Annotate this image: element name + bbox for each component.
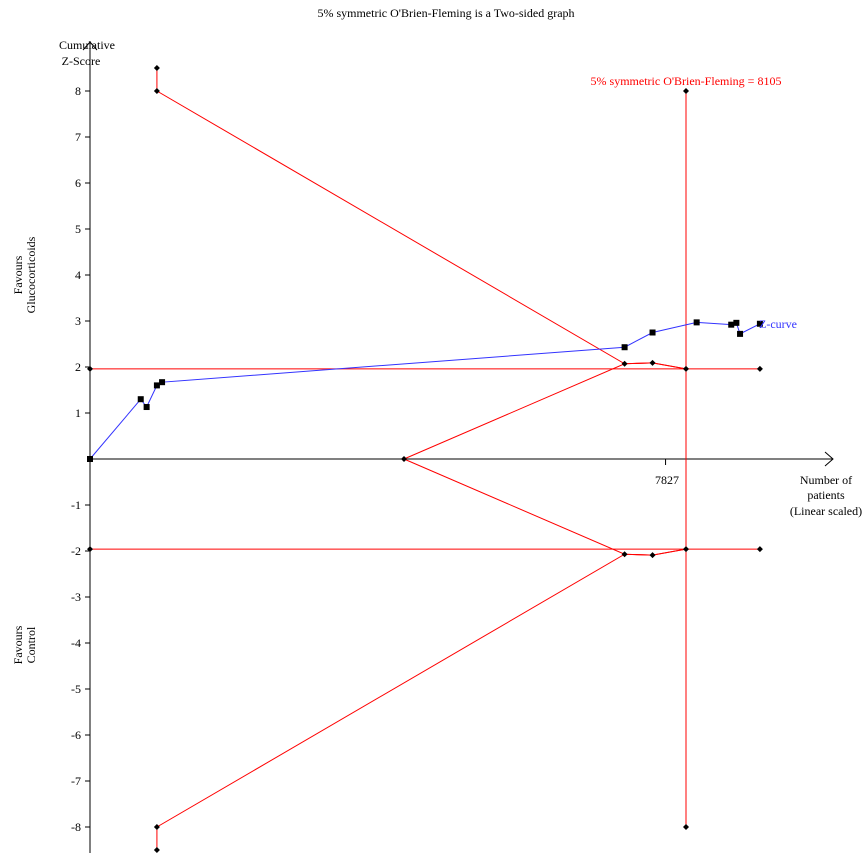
conventional-boundary-point bbox=[756, 546, 763, 553]
y-tick-label: -7 bbox=[71, 774, 81, 788]
y-tick-label: 8 bbox=[75, 84, 81, 98]
y-axis-title-line2: Z-Score bbox=[62, 54, 101, 68]
axes bbox=[82, 41, 834, 853]
z-curve-point bbox=[143, 404, 150, 411]
conventional-boundary-point bbox=[87, 546, 93, 553]
upper-boundary-point bbox=[153, 65, 160, 71]
favours-top-label: Favours Glucocorticoids bbox=[11, 236, 38, 313]
x-axis-title-line1: Number of bbox=[800, 473, 852, 487]
favours-bottom-line2: Control bbox=[24, 626, 38, 663]
conventional-boundary-point bbox=[756, 365, 763, 372]
z-curve-point bbox=[137, 396, 144, 403]
z-curve-point bbox=[756, 320, 763, 327]
y-tick-label: 1 bbox=[75, 406, 81, 420]
z-curve-label: Z-curve bbox=[759, 317, 797, 331]
monitoring-boundaries bbox=[87, 65, 763, 853]
chart-title: 5% symmetric O'Brien-Fleming is a Two-si… bbox=[317, 6, 574, 20]
z-curve-line bbox=[89, 321, 761, 460]
y-tick-label: -1 bbox=[71, 498, 81, 512]
x-axis-title-line3: (Linear scaled) bbox=[790, 504, 862, 518]
y-tick-label: -5 bbox=[71, 682, 81, 696]
upper-boundary-point bbox=[649, 359, 656, 366]
favours-bottom-label: Favours Control bbox=[11, 625, 38, 664]
ris-line-end bbox=[683, 88, 689, 94]
upper-boundary-point bbox=[621, 360, 628, 367]
x-tick-label: 7827 bbox=[655, 473, 679, 487]
lower-boundary-point bbox=[683, 546, 689, 553]
upper-monitoring-boundary bbox=[156, 68, 687, 370]
lower-boundary-point bbox=[153, 847, 160, 853]
upper-boundary-point bbox=[683, 365, 689, 372]
z-curve-point bbox=[693, 319, 700, 326]
z-curve-point bbox=[649, 329, 656, 336]
z-curve-group bbox=[87, 319, 763, 462]
y-tick-label: 6 bbox=[75, 176, 81, 190]
z-curve-point bbox=[728, 321, 735, 328]
z-curve-point bbox=[87, 456, 93, 462]
futility-boundary-upper bbox=[403, 362, 687, 460]
conventional-boundary-point bbox=[87, 365, 93, 372]
y-tick-label: -4 bbox=[71, 636, 81, 650]
y-ticks: -8 -7 -6 -5 -4 -3 -2 -1 1 2 3 4 5 6 7 8 bbox=[71, 84, 90, 834]
y-tick-label: 7 bbox=[75, 130, 81, 144]
y-tick-label: 2 bbox=[75, 360, 81, 374]
z-curve-point bbox=[159, 379, 166, 386]
favours-top-line1: Favours bbox=[11, 255, 25, 294]
z-curve-point bbox=[153, 382, 160, 389]
ris-line-end bbox=[683, 824, 689, 830]
x-axis-arrow bbox=[824, 451, 834, 467]
z-curve-point bbox=[733, 319, 740, 326]
y-tick-label: 5 bbox=[75, 222, 81, 236]
lower-monitoring-boundary bbox=[156, 548, 687, 850]
lower-boundary-point bbox=[153, 824, 160, 830]
favours-bottom-line1: Favours bbox=[11, 625, 25, 664]
lower-boundary-point bbox=[649, 552, 656, 559]
y-tick-label: 3 bbox=[75, 314, 81, 328]
futility-boundary-lower bbox=[403, 458, 687, 556]
y-axis-title: Cumulative Z-Score bbox=[59, 38, 115, 68]
y-tick-label: -6 bbox=[71, 728, 81, 742]
y-axis-title-line1: Cumulative bbox=[59, 38, 115, 52]
z-curve-point bbox=[621, 344, 628, 351]
lower-boundary-point bbox=[621, 551, 628, 558]
z-curve-point bbox=[737, 330, 744, 337]
futility-vertex-point bbox=[400, 456, 407, 462]
favours-top-line2: Glucocorticoids bbox=[24, 236, 38, 313]
upper-boundary-point bbox=[153, 88, 160, 94]
ris-label: 5% symmetric O'Brien-Fleming = 8105 bbox=[591, 74, 782, 88]
x-axis-title: Number of patients (Linear scaled) bbox=[790, 473, 862, 518]
y-tick-label: -3 bbox=[71, 590, 81, 604]
y-axis-arrow bbox=[82, 41, 98, 51]
y-tick-label: -8 bbox=[71, 820, 81, 834]
x-axis-title-line2: patients bbox=[807, 488, 845, 502]
y-tick-label: 4 bbox=[75, 268, 81, 282]
y-tick-label: -2 bbox=[71, 544, 81, 558]
